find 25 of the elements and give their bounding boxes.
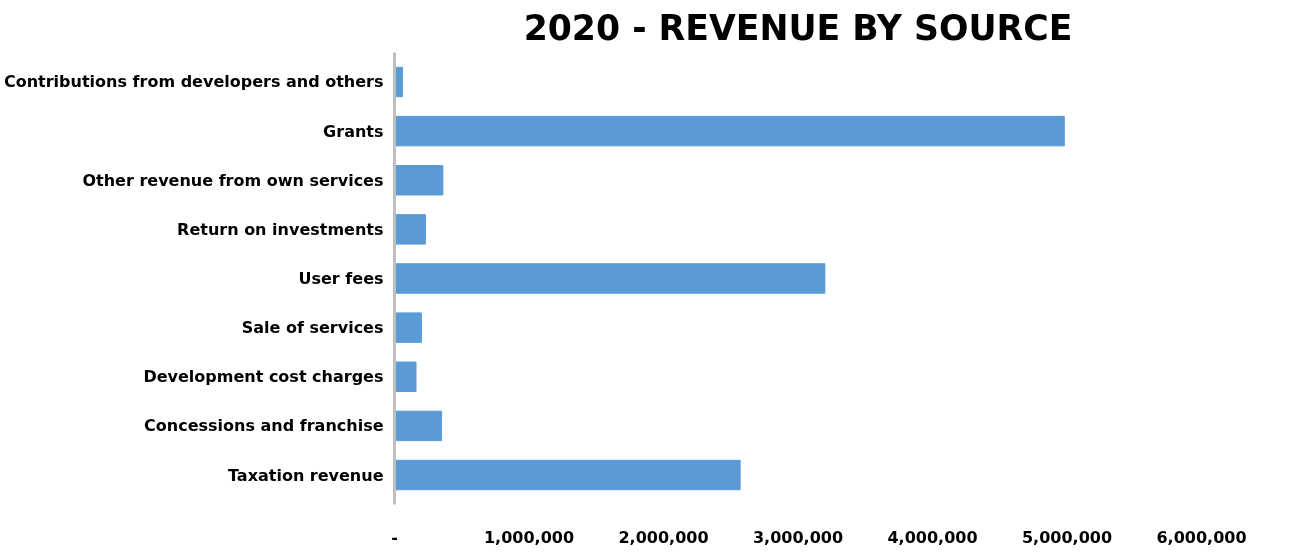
x-tick-label: 5,000,000: [1021, 527, 1113, 547]
x-tick-label: 1,000,000: [483, 527, 575, 547]
y-tick-label: Sale of services: [241, 318, 384, 338]
x-tick-label: -: [391, 527, 398, 547]
x-tick-label: 3,000,000: [752, 527, 844, 547]
y-tick-label: User fees: [298, 269, 384, 288]
x-tick-label: 4,000,000: [887, 527, 978, 547]
bar: [394, 165, 444, 196]
bar: [394, 459, 741, 491]
bar: [394, 312, 422, 343]
y-tick-label: Taxation revenue: [227, 465, 384, 485]
chart-title: 2020 - REVENUE BY SOURCE: [523, 7, 1073, 48]
bar: [394, 263, 826, 294]
bar: [394, 410, 443, 442]
y-tick-label: Return on investments: [177, 219, 384, 239]
y-tick-label: Concessions and franchise: [144, 416, 384, 436]
y-tick-label: Contributions from developers and others: [3, 72, 384, 92]
x-tick-label: 2,000,000: [618, 527, 709, 547]
y-tick-label: Development cost charges: [143, 367, 384, 387]
bar: [394, 214, 426, 245]
bar: [394, 361, 417, 392]
bar: [394, 115, 1065, 147]
y-tick-label: Grants: [323, 121, 384, 141]
x-tick-label: 6,000,000: [1156, 527, 1247, 547]
y-tick-label: Other revenue from own services: [82, 170, 384, 190]
